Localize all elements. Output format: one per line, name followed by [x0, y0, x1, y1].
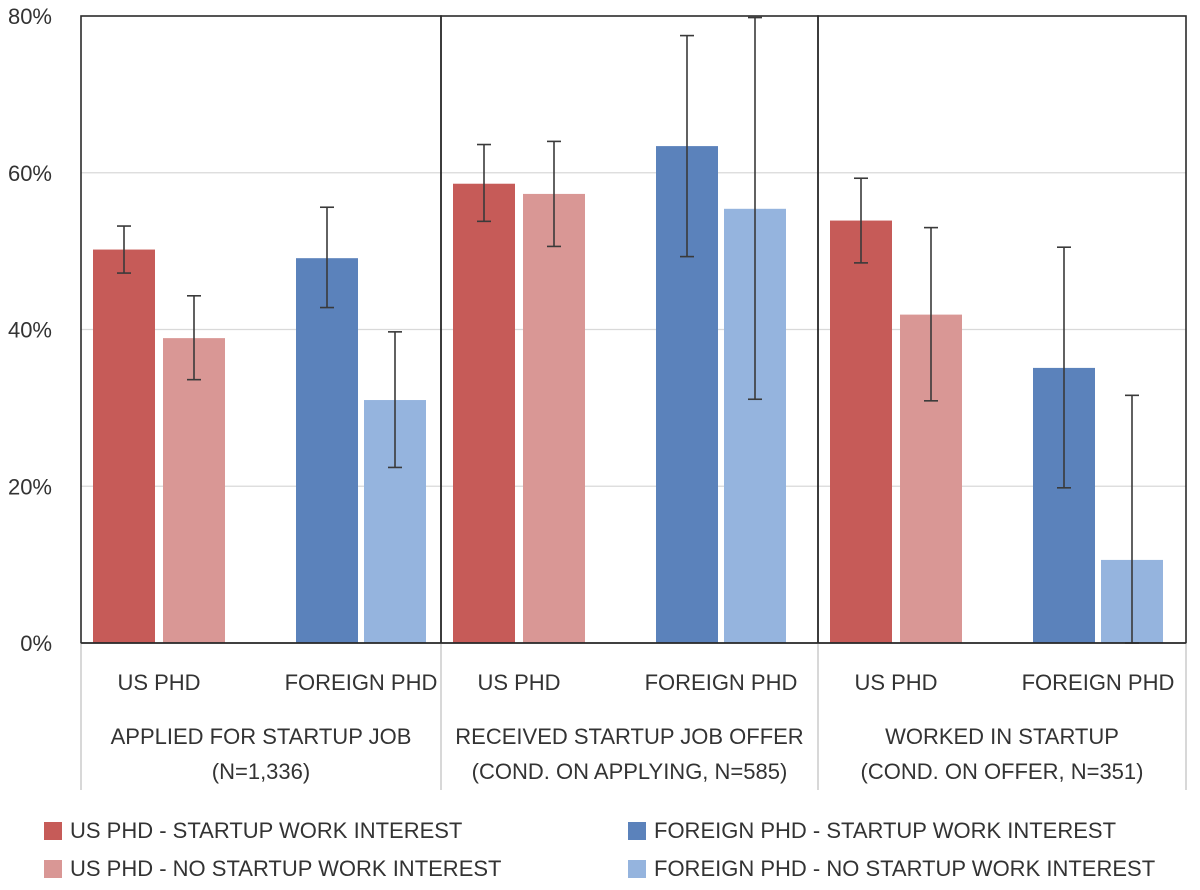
- y-tick-label: 0%: [20, 631, 52, 656]
- x-category-label: FOREIGN PHD: [645, 670, 798, 695]
- error-bar: [854, 177, 868, 264]
- bar: [296, 258, 358, 643]
- legend-swatch: [628, 860, 646, 878]
- y-tick-label: 20%: [8, 474, 52, 499]
- panel-frames: [80, 15, 1187, 790]
- legend-label: US PHD - NO STARTUP WORK INTEREST: [70, 856, 501, 881]
- x-category-label: FOREIGN PHD: [1022, 670, 1175, 695]
- error-bar: [320, 206, 334, 309]
- x-category-label: US PHD: [854, 670, 937, 695]
- error-bar: [680, 34, 694, 258]
- legend-label: FOREIGN PHD - NO STARTUP WORK INTEREST: [654, 856, 1155, 881]
- error-bar: [1057, 246, 1071, 489]
- error-bar: [924, 226, 938, 402]
- y-tick-label: 60%: [8, 161, 52, 186]
- x-group-label: WORKED IN STARTUP: [885, 724, 1119, 749]
- y-tick-label: 80%: [8, 4, 52, 29]
- gridlines: [81, 172, 1186, 487]
- error-bar: [477, 143, 491, 223]
- y-axis-ticks: 0% 20% 40% 60% 80%: [8, 4, 52, 656]
- error-bar: [748, 16, 762, 401]
- x-category-label: FOREIGN PHD: [285, 670, 438, 695]
- error-bar: [388, 331, 402, 469]
- legend-swatch: [44, 860, 62, 878]
- bar: [830, 220, 892, 643]
- legend-label: US PHD - STARTUP WORK INTEREST: [70, 818, 462, 843]
- x-axis-labels: US PHD FOREIGN PHD APPLIED FOR STARTUP JOB…: [111, 670, 1175, 784]
- x-category-label: US PHD: [477, 670, 560, 695]
- error-bars: [117, 16, 1139, 644]
- x-group-label: RECEIVED STARTUP JOB OFFER: [455, 724, 803, 749]
- y-tick-label: 40%: [8, 318, 52, 343]
- bars: [93, 146, 1163, 644]
- error-bar: [547, 140, 561, 248]
- x-group-label: APPLIED FOR STARTUP JOB: [111, 724, 412, 749]
- bar: [453, 183, 515, 643]
- bar: [523, 193, 585, 643]
- x-group-sublabel: (N=1,336): [212, 759, 310, 784]
- legend: US PHD - STARTUP WORK INTEREST US PHD - N…: [44, 818, 1155, 881]
- error-bar: [117, 225, 131, 274]
- legend-label: FOREIGN PHD - STARTUP WORK INTEREST: [654, 818, 1116, 843]
- x-group-sublabel: (COND. ON OFFER, N=351): [861, 759, 1144, 784]
- x-category-label: US PHD: [117, 670, 200, 695]
- legend-swatch: [44, 822, 62, 840]
- bar: [93, 249, 155, 643]
- bar: [163, 338, 225, 643]
- x-group-sublabel: (COND. ON APPLYING, N=585): [472, 759, 788, 784]
- legend-swatch: [628, 822, 646, 840]
- error-bar: [187, 294, 201, 381]
